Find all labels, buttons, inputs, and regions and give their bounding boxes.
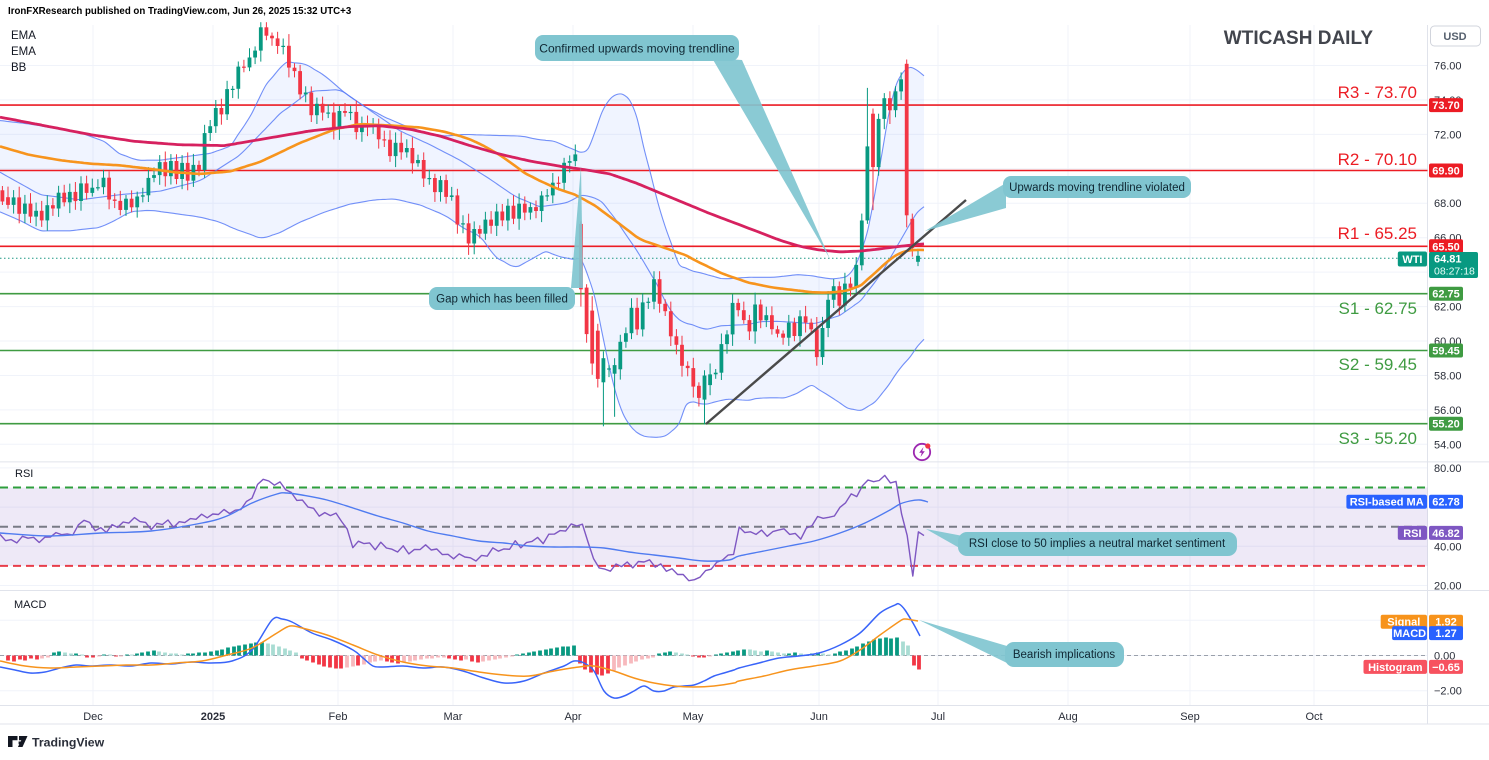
svg-text:62.75: 62.75 [1432, 289, 1460, 301]
svg-text:76.00: 76.00 [1434, 61, 1462, 73]
svg-text:Feb: Feb [329, 711, 348, 723]
svg-text:S2 - 59.45: S2 - 59.45 [1339, 355, 1417, 374]
svg-text:Confirmed upwards moving trend: Confirmed upwards moving trendline [539, 41, 735, 55]
svg-text:−2.00: −2.00 [1434, 686, 1462, 698]
svg-text:WTI: WTI [1402, 254, 1422, 266]
svg-text:WTICASH DAILY: WTICASH DAILY [1224, 28, 1374, 49]
svg-text:55.20: 55.20 [1432, 419, 1460, 431]
svg-text:Histogram: Histogram [1368, 662, 1423, 674]
svg-text:69.90: 69.90 [1432, 166, 1460, 178]
svg-text:62.00: 62.00 [1434, 302, 1462, 314]
svg-text:Sep: Sep [1180, 711, 1200, 723]
svg-text:R3 - 73.70: R3 - 73.70 [1338, 83, 1417, 102]
svg-text:R1 - 65.25: R1 - 65.25 [1338, 224, 1417, 243]
svg-text:Mar: Mar [444, 711, 463, 723]
svg-text:S3 - 55.20: S3 - 55.20 [1339, 429, 1417, 448]
svg-text:RSI-based MA: RSI-based MA [1350, 497, 1424, 509]
svg-text:Aug: Aug [1058, 711, 1078, 723]
svg-text:65.50: 65.50 [1432, 241, 1460, 253]
svg-text:40.00: 40.00 [1434, 541, 1462, 553]
svg-text:46.82: 46.82 [1432, 528, 1460, 540]
svg-text:Jul: Jul [931, 711, 945, 723]
svg-text:S1 - 62.75: S1 - 62.75 [1339, 299, 1417, 318]
svg-text:Signal: Signal [1387, 617, 1420, 629]
svg-text:08:27:18: 08:27:18 [1434, 266, 1475, 278]
svg-text:EMA: EMA [11, 46, 36, 58]
svg-text:59.45: 59.45 [1432, 346, 1460, 358]
svg-text:73.70: 73.70 [1432, 100, 1460, 112]
svg-text:68.00: 68.00 [1434, 198, 1462, 210]
svg-text:MACD: MACD [1393, 628, 1426, 640]
svg-text:0.00: 0.00 [1434, 651, 1455, 663]
svg-text:Jun: Jun [810, 711, 828, 723]
svg-text:2025: 2025 [201, 711, 225, 723]
svg-text:USD: USD [1443, 31, 1466, 43]
svg-text:RSI: RSI [1403, 528, 1421, 540]
svg-text:Oct: Oct [1305, 711, 1322, 723]
svg-text:BB: BB [11, 62, 27, 74]
svg-text:72.00: 72.00 [1434, 129, 1462, 141]
svg-text:May: May [683, 711, 704, 723]
svg-text:RSI: RSI [15, 468, 33, 480]
svg-text:1.27: 1.27 [1435, 628, 1456, 640]
svg-text:20.00: 20.00 [1434, 581, 1462, 593]
svg-text:Upwards moving trendline viola: Upwards moving trendline violated [1009, 182, 1185, 194]
svg-text:Bearish implications: Bearish implications [1013, 649, 1116, 661]
svg-text:IronFXResearch published on Tr: IronFXResearch published on TradingView.… [8, 6, 352, 17]
svg-text:58.00: 58.00 [1434, 370, 1462, 382]
svg-text:EMA: EMA [11, 30, 36, 42]
svg-text:−0.65: −0.65 [1432, 662, 1460, 674]
svg-text:Apr: Apr [564, 711, 581, 723]
svg-text:1.92: 1.92 [1435, 617, 1456, 629]
svg-text:80.00: 80.00 [1434, 463, 1462, 475]
svg-text:56.00: 56.00 [1434, 405, 1462, 417]
svg-text:Gap which has been filled: Gap which has been filled [436, 294, 568, 306]
svg-text:TradingView: TradingView [32, 736, 105, 750]
svg-text:RSI close to 50 implies a neut: RSI close to 50 implies a neutral market… [969, 538, 1226, 550]
svg-text:R2 - 70.10: R2 - 70.10 [1338, 150, 1417, 169]
svg-text:MACD: MACD [14, 599, 46, 611]
svg-text:64.81: 64.81 [1434, 254, 1462, 266]
svg-text:Dec: Dec [83, 711, 103, 723]
svg-text:54.00: 54.00 [1434, 439, 1462, 451]
svg-text:62.78: 62.78 [1432, 497, 1460, 509]
